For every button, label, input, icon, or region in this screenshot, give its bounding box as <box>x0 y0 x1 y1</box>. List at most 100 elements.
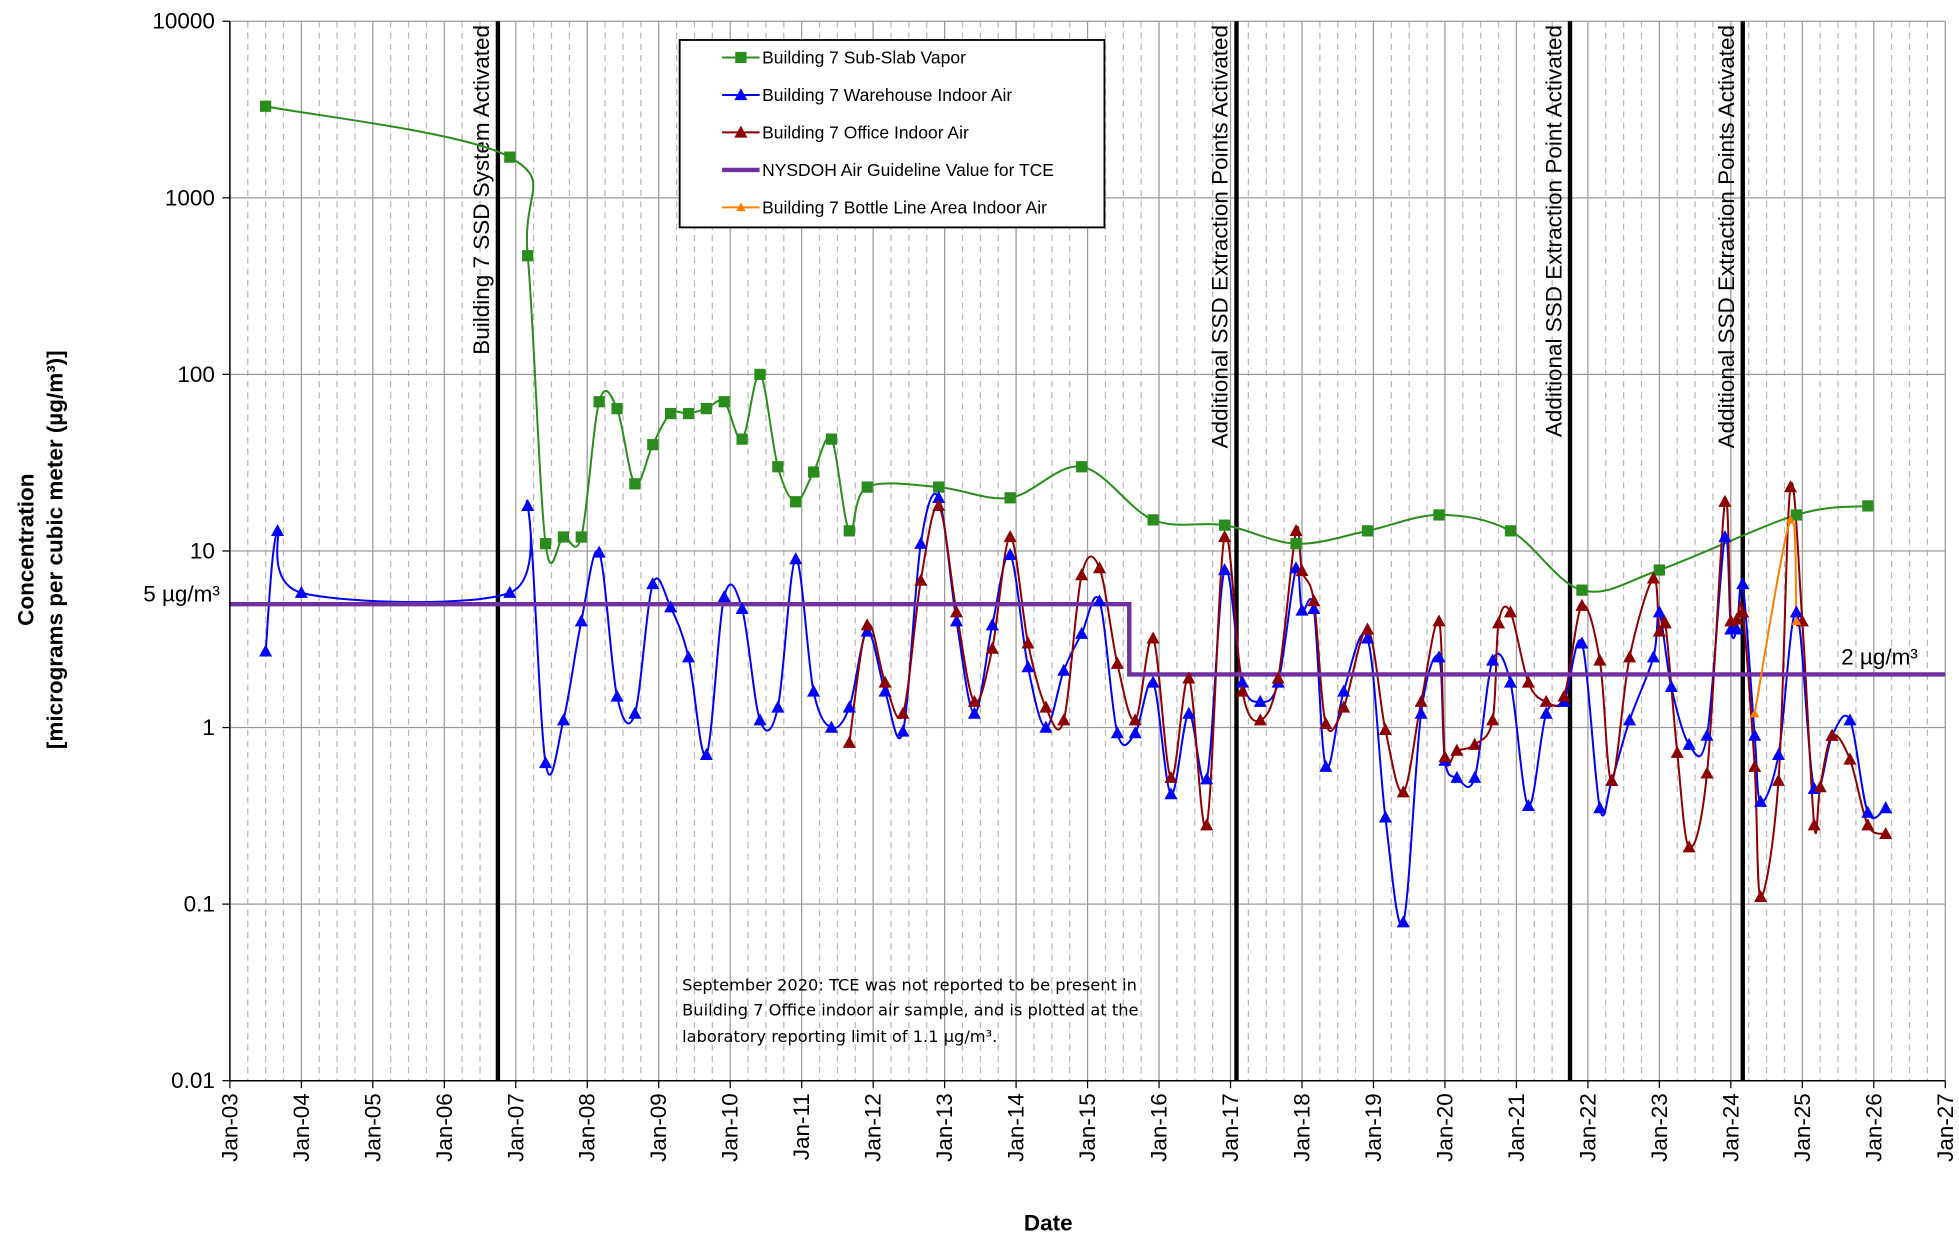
marker <box>1450 743 1464 756</box>
marker <box>1164 787 1178 800</box>
marker <box>1646 571 1660 584</box>
legend-label: Building 7 Sub-Slab Vapor <box>762 48 966 68</box>
marker <box>1271 671 1285 684</box>
marker <box>1378 723 1392 736</box>
marker <box>1843 713 1857 726</box>
marker <box>271 523 285 537</box>
marker <box>1749 708 1760 718</box>
marker <box>1092 561 1107 574</box>
marker <box>1021 636 1035 649</box>
y-axis-title: Concentration <box>14 474 39 626</box>
marker <box>734 88 748 101</box>
marker <box>1593 653 1607 666</box>
marker <box>1670 745 1684 758</box>
legend-box <box>678 39 1106 229</box>
marker <box>1646 650 1660 663</box>
marker <box>539 756 553 769</box>
marker <box>950 605 964 618</box>
marker <box>574 614 588 627</box>
marker <box>896 724 910 737</box>
x-tick-label: Jan-19 <box>1361 1093 1386 1162</box>
marker <box>522 250 534 262</box>
marker <box>754 368 766 381</box>
x-tick-label: Jan-26 <box>1861 1093 1886 1162</box>
marker <box>1337 700 1351 713</box>
marker <box>914 573 928 586</box>
x-tick-label: Jan-09 <box>646 1093 671 1162</box>
marker <box>1110 656 1124 669</box>
x-tick-label: Jan-27 <box>1933 1093 1958 1162</box>
x-tick-label: Jan-22 <box>1575 1093 1600 1162</box>
x-tick-label: Jan-15 <box>1075 1093 1100 1162</box>
marker <box>824 720 838 733</box>
marker <box>1039 700 1053 713</box>
marker <box>504 151 516 163</box>
x-tick-label: Jan-18 <box>1289 1093 1314 1162</box>
marker <box>1361 525 1374 537</box>
event-label: Additional SSD Extraction Points Activat… <box>1208 25 1233 448</box>
marker <box>521 499 535 512</box>
marker <box>1378 810 1392 823</box>
marker <box>1218 563 1232 576</box>
marker <box>985 618 999 631</box>
marker <box>753 713 767 726</box>
marker <box>1503 675 1517 688</box>
x-tick-label: Jan-05 <box>360 1093 385 1162</box>
marker <box>932 490 946 503</box>
marker <box>1003 548 1017 561</box>
marker <box>1700 766 1714 779</box>
x-tick-label: Jan-10 <box>718 1093 743 1162</box>
x-tick-label: Jan-24 <box>1718 1093 1743 1162</box>
marker <box>1682 737 1696 750</box>
marker <box>1521 799 1535 812</box>
marker <box>1468 737 1482 750</box>
marker <box>681 650 696 663</box>
marker <box>539 538 552 550</box>
marker <box>896 706 910 719</box>
marker <box>735 602 749 615</box>
marker <box>664 600 678 613</box>
marker <box>1653 564 1665 576</box>
marker <box>575 531 587 543</box>
marker <box>1539 706 1553 719</box>
marker <box>259 644 273 657</box>
marker <box>1791 616 1802 625</box>
marker <box>1021 660 1035 673</box>
marker <box>611 402 623 415</box>
x-tick-label: Jan-12 <box>861 1093 886 1162</box>
marker <box>259 100 272 112</box>
marker <box>1807 818 1821 831</box>
marker <box>1319 759 1333 772</box>
y-tick-label: 1000 <box>165 185 215 210</box>
event-label: Additional SSD Extraction Points Activat… <box>1714 25 1739 448</box>
marker <box>1771 773 1786 786</box>
marker <box>1414 694 1428 707</box>
note: laboratory reporting limit of 1.1 µg/m³. <box>682 1027 997 1046</box>
marker <box>647 439 659 451</box>
marker <box>1128 726 1142 739</box>
marker <box>1730 622 1744 635</box>
x-tick-label: Jan-07 <box>503 1093 528 1162</box>
marker <box>503 585 517 598</box>
marker <box>294 585 308 598</box>
marker <box>1147 514 1159 526</box>
marker <box>1879 826 1893 840</box>
marker <box>1790 509 1802 521</box>
marker <box>1289 523 1303 537</box>
y-tick-label: 100 <box>177 362 215 387</box>
note: September 2020: TCE was not reported to … <box>682 976 1137 995</box>
marker <box>1003 530 1017 543</box>
marker <box>1057 713 1071 726</box>
marker <box>1539 694 1553 707</box>
marker <box>1307 602 1321 615</box>
marker <box>1593 801 1607 814</box>
marker <box>1557 689 1571 702</box>
marker <box>1253 694 1267 707</box>
x-tick-label: Jan-16 <box>1147 1093 1172 1162</box>
marker <box>1718 530 1732 543</box>
marker <box>1468 770 1482 783</box>
marker <box>1879 801 1893 814</box>
marker <box>807 466 820 478</box>
marker <box>878 675 892 688</box>
